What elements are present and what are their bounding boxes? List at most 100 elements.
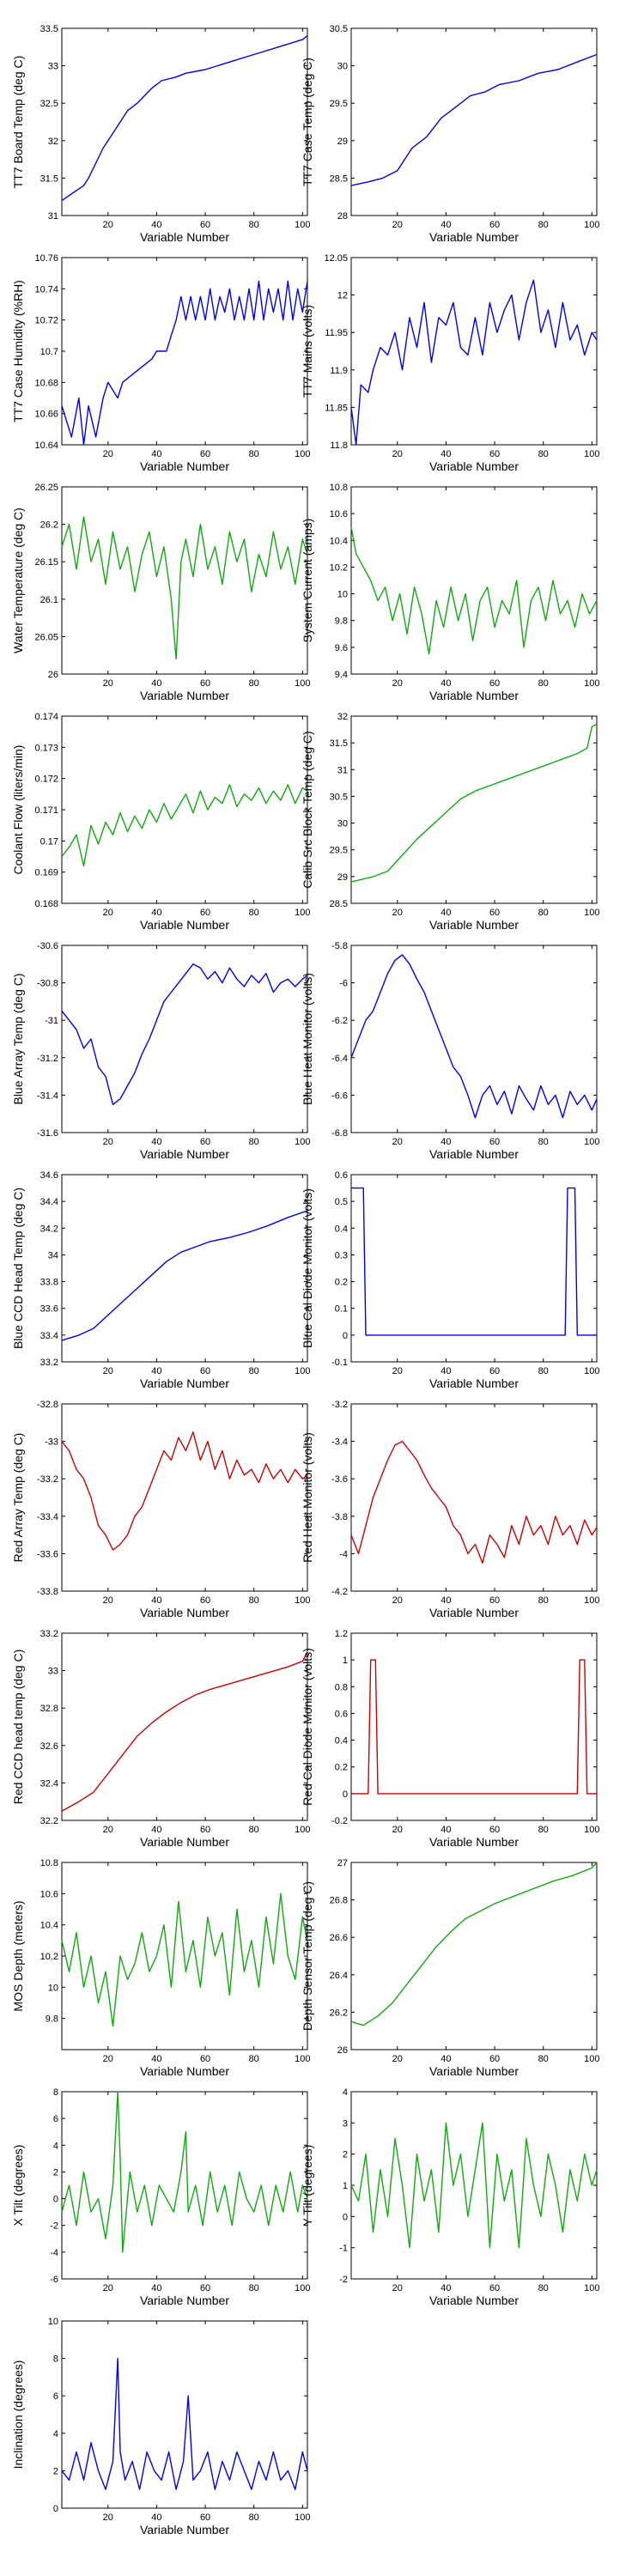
y-tick-label: 9.4 [335, 670, 348, 680]
x-tick-label: 40 [151, 1825, 161, 1835]
y-tick-label: -31.4 [37, 1091, 58, 1101]
chart-panel-3: 20 40 60 80 100 10.64 10.66 10.68 10.7 10.72 10.74… [11, 253, 311, 473]
y-tick-label: -3.6 [331, 1474, 348, 1485]
series-line [351, 1187, 597, 1336]
y-tick-label: 11.95 [325, 328, 348, 338]
y-tick-label: -4 [339, 1549, 348, 1559]
y-tick-label: 0.4 [335, 1224, 348, 1234]
y-tick-label: 34.6 [40, 1170, 58, 1181]
y-tick-label: -33.4 [37, 1512, 58, 1522]
series-line [61, 2357, 308, 2490]
x-tick-label: 100 [584, 1595, 599, 1606]
x-axis-label: Variable Number [429, 2293, 519, 2307]
y-tick-label: 0.2 [335, 1278, 348, 1288]
y-tick-label: 10.72 [34, 316, 58, 326]
y-tick-label: -5.8 [331, 941, 348, 951]
y-tick-label: 29 [337, 137, 348, 147]
x-axis-label: Variable Number [429, 459, 519, 473]
y-axis-label: Red Cal Diode Monitor (volts) [301, 1648, 314, 1806]
x-tick-label: 60 [489, 220, 500, 230]
y-tick-label: 10.64 [34, 440, 58, 451]
x-tick-label: 20 [103, 449, 113, 459]
x-tick-label: 80 [249, 908, 259, 918]
y-tick-label: 32.8 [40, 1704, 58, 1714]
y-tick-label: 30 [337, 819, 348, 829]
x-tick-label: 100 [295, 678, 310, 689]
x-axis-label: Variable Number [140, 230, 229, 244]
x-tick-label: 60 [489, 1595, 500, 1606]
chart-panel-8: 20 40 60 80 100 28.5 29 29.5 30 30.5 31 31.5 32 Varia… [301, 712, 600, 932]
y-tick-label: 0 [53, 2504, 58, 2514]
x-axis-label: Variable Number [140, 1606, 229, 1619]
y-tick-label: -6.8 [331, 1128, 348, 1139]
y-tick-label: -31.6 [37, 1128, 58, 1139]
y-tick-label: 30 [337, 62, 348, 72]
x-tick-label: 20 [392, 908, 403, 918]
chart-panel-12: 20 40 60 80 100 -0.1 0 0.1 0.2 0.3 0.4 0.5 0.6 Variab… [301, 1170, 600, 1390]
y-tick-label: 29.5 [330, 846, 348, 856]
x-tick-label: 60 [200, 2283, 210, 2293]
x-tick-label: 100 [584, 1366, 599, 1376]
y-tick-label: 0.173 [34, 743, 58, 753]
series-line [61, 35, 308, 202]
y-tick-label: 29.5 [330, 99, 348, 109]
y-tick-label: 26 [337, 2045, 348, 2056]
x-axis-label: Variable Number [140, 689, 229, 702]
x-tick-label: 80 [538, 678, 549, 689]
y-tick-label: 30.5 [330, 792, 348, 802]
y-tick-label: 28 [337, 211, 348, 222]
x-tick-label: 20 [103, 1825, 113, 1835]
y-axis-label: X Tilt (degrees) [11, 2145, 25, 2227]
y-tick-label: -3.4 [331, 1437, 348, 1448]
x-tick-label: 40 [440, 1366, 451, 1376]
y-tick-label: 33.8 [40, 1278, 58, 1288]
plot-frame [61, 257, 308, 446]
y-axis-label: Calib Src Block Temp (deg C) [301, 731, 314, 888]
y-tick-label: -33.6 [37, 1549, 58, 1559]
x-axis-label: Variable Number [140, 2064, 229, 2078]
y-tick-label: 10.2 [330, 562, 348, 573]
y-tick-label: 32.5 [40, 99, 58, 109]
x-tick-label: 20 [103, 220, 113, 230]
x-tick-label: 20 [103, 678, 113, 689]
x-tick-label: 100 [295, 2512, 310, 2523]
x-tick-label: 100 [295, 1825, 310, 1835]
x-tick-label: 100 [584, 449, 599, 459]
chart-panel-19: 20 40 60 80 100 -6 -4 -2 0 2 4 6 8 Variable Number X T… [11, 2087, 311, 2307]
x-tick-label: 20 [103, 2283, 113, 2293]
y-tick-label: 33 [48, 62, 58, 72]
plot-frame [61, 945, 308, 1133]
y-tick-label: 0.6 [335, 1170, 348, 1181]
x-tick-label: 100 [584, 220, 599, 230]
y-tick-label: -6.2 [331, 1016, 348, 1026]
y-tick-label: 10.8 [40, 1858, 58, 1868]
plot-frame [350, 27, 598, 216]
x-tick-label: 80 [249, 1825, 259, 1835]
x-tick-label: 20 [392, 2054, 403, 2064]
x-tick-label: 20 [392, 678, 403, 689]
x-tick-label: 20 [103, 1366, 113, 1376]
y-tick-label: 11.9 [330, 366, 348, 376]
plot-frame [61, 486, 308, 675]
series-line [350, 279, 598, 446]
x-tick-label: 20 [392, 2283, 403, 2293]
x-tick-label: 20 [392, 1595, 403, 1606]
x-tick-label: 60 [489, 908, 500, 918]
plot-frame [350, 945, 598, 1133]
y-tick-label: 0 [343, 1331, 348, 1341]
y-tick-label: -3.8 [331, 1512, 348, 1522]
y-tick-label: -6 [50, 2275, 58, 2285]
chart-panel-4: 20 40 60 80 100 11.8 11.85 11.9 11.95 12 12.05 Vari… [301, 253, 600, 473]
x-tick-label: 40 [440, 449, 451, 459]
y-tick-label: 32 [48, 137, 58, 147]
y-tick-label: 0.5 [335, 1197, 348, 1207]
y-tick-label: 10.8 [330, 483, 348, 493]
x-tick-label: 60 [489, 678, 500, 689]
x-tick-label: 40 [151, 2054, 161, 2064]
y-tick-label: 32.6 [40, 1741, 58, 1752]
y-tick-label: 26.25 [34, 483, 58, 493]
plot-frame [350, 1174, 598, 1363]
series-line [61, 1651, 308, 1812]
x-tick-label: 80 [538, 1366, 549, 1376]
